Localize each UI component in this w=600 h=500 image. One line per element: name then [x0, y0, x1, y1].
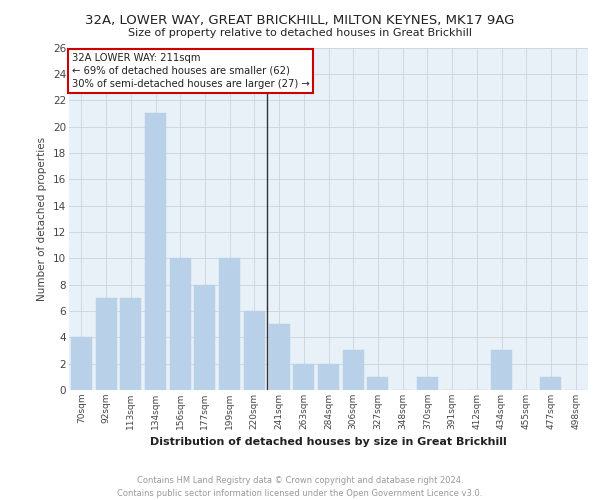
Bar [367, 377, 388, 390]
Text: Contains HM Land Registry data © Crown copyright and database right 2024.
Contai: Contains HM Land Registry data © Crown c… [118, 476, 482, 498]
Bar [170, 258, 191, 390]
Bar [541, 377, 562, 390]
Text: 32A, LOWER WAY, GREAT BRICKHILL, MILTON KEYNES, MK17 9AG: 32A, LOWER WAY, GREAT BRICKHILL, MILTON … [85, 14, 515, 27]
X-axis label: Distribution of detached houses by size in Great Brickhill: Distribution of detached houses by size … [150, 438, 507, 448]
Bar [417, 377, 438, 390]
Text: 32A LOWER WAY: 211sqm
← 69% of detached houses are smaller (62)
30% of semi-deta: 32A LOWER WAY: 211sqm ← 69% of detached … [71, 52, 310, 89]
Bar [269, 324, 290, 390]
Bar [491, 350, 512, 390]
Bar [244, 311, 265, 390]
Bar [95, 298, 116, 390]
Bar [293, 364, 314, 390]
Bar [120, 298, 141, 390]
Y-axis label: Number of detached properties: Number of detached properties [37, 136, 47, 301]
Text: Size of property relative to detached houses in Great Brickhill: Size of property relative to detached ho… [128, 28, 472, 38]
Bar [194, 284, 215, 390]
Bar [219, 258, 240, 390]
Bar [71, 338, 92, 390]
Bar [343, 350, 364, 390]
Bar [145, 114, 166, 390]
Bar [318, 364, 339, 390]
